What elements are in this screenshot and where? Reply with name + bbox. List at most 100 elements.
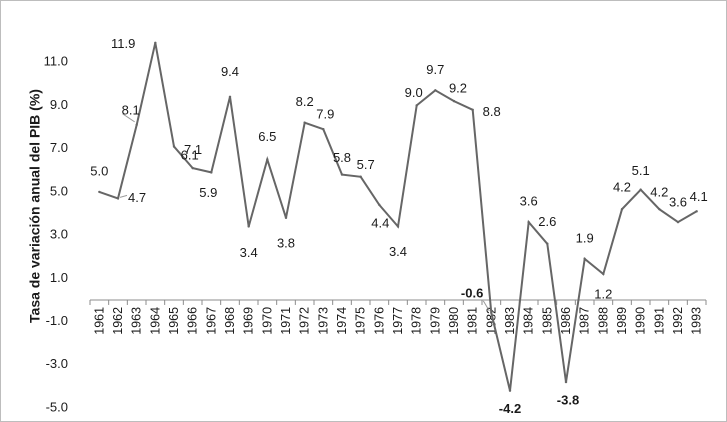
data-label: 5.0 [90,163,108,178]
data-point [340,173,344,176]
data-label: 6.5 [258,129,276,144]
x-tick-label: 1990 [634,307,648,335]
data-label: 9.7 [426,62,444,77]
data-point [228,95,232,99]
data-label: 7.1 [184,142,202,157]
y-tick-label: 7.0 [50,140,68,155]
data-point [583,257,586,261]
data-point [602,272,605,276]
data-label: 8.2 [296,94,314,109]
data-point [116,197,120,200]
data-point [210,171,213,174]
data-label: 6.1 [181,148,199,163]
data-label: -0.6 [461,285,483,300]
x-tick-label: 1967 [204,307,218,335]
data-point [98,190,101,194]
x-tick-label: 1963 [130,307,144,335]
x-tick-label: 1993 [690,307,704,335]
y-tick-label: 5.0 [50,183,68,198]
y-tick-label: 3.0 [50,227,68,242]
data-label: 1.2 [594,286,612,301]
data-label: 4.2 [613,180,631,195]
data-point [303,121,306,124]
x-tick-label: 1969 [242,307,256,335]
data-point [172,145,176,148]
y-tick-label: -5.0 [46,399,68,414]
data-point [639,188,642,191]
data-point [434,89,437,92]
x-tick-label: 1984 [522,307,536,335]
data-label: 2.6 [538,214,556,229]
x-tick-label: 1991 [652,307,666,335]
data-label: 3.6 [520,194,538,209]
data-label: -3.8 [557,393,579,408]
x-tick-label: 1980 [447,307,461,335]
data-label: 4.7 [128,190,146,205]
leader-line [122,113,135,123]
data-point [154,41,157,44]
x-tick-label: 1978 [410,307,424,335]
data-label: 5.8 [333,150,351,165]
x-tick-label: 1966 [186,307,200,335]
x-tick-label: 1971 [279,307,293,335]
data-point [471,108,474,111]
data-label: 9.2 [449,81,467,96]
data-label: 3.6 [669,195,687,210]
x-tick-label: 1981 [466,307,480,335]
data-label: 8.1 [122,102,140,117]
x-tick-label: 1979 [428,307,442,335]
data-label: 5.7 [357,157,375,172]
data-label: 4.1 [690,189,708,204]
data-label: 9.4 [221,64,239,79]
data-label: 4.4 [371,215,389,230]
x-axis-ticks: 1961 1962 1963 1964 1965 1966 1967 1968 1969 1970… [89,299,707,335]
data-point [676,220,680,224]
data-point [359,175,362,178]
x-tick-label: 1989 [615,307,629,335]
y-axis-ticks: -5.0 -3.0 -1.0 1.0 3.0 5.0 7.0 9.0 11.0 [44,54,68,415]
x-tick-label: 1992 [671,307,685,335]
data-label: 8.8 [483,104,501,119]
x-tick-label: 1975 [354,307,368,335]
data-point [452,99,456,103]
y-tick-label: 1.0 [50,270,68,285]
data-point [378,203,381,207]
x-tick-label: 1964 [148,307,162,335]
data-point [620,207,624,211]
x-tick-label: 1985 [540,307,554,335]
data-labels: 5.0 4.7 8.1 11.9 7.16.1 5.9 9.4 3.4 6.5 3.8 8.27.9… [90,36,707,416]
data-label: 3.8 [277,235,295,250]
data-point [564,380,568,384]
x-tick-label: 1961 [92,307,106,335]
x-tick-label: 1986 [559,307,573,335]
data-label: 11.9 [111,36,135,51]
x-tick-label: 1962 [111,307,125,335]
x-tick-label: 1965 [167,307,181,335]
data-label: 1.9 [576,230,594,245]
data-point [658,207,661,211]
data-label: 3.4 [240,245,258,260]
y-tick-label: -3.0 [46,356,68,371]
data-point [415,104,418,107]
data-label: 5.1 [632,163,650,178]
x-tick-label: 1973 [316,307,330,335]
data-label: 3.4 [389,244,407,259]
y-axis-label: Tasa de variación anual del PIB (%) [27,89,43,323]
data-point [508,389,512,392]
x-tick-label: 1988 [596,307,610,335]
data-label: 4.2 [650,185,668,200]
x-tick-label: 1987 [578,307,592,335]
data-point [322,128,325,131]
y-tick-label: -1.0 [46,313,68,328]
data-point [284,216,288,220]
data-point [247,225,250,228]
y-tick-label: 9.0 [50,97,68,112]
x-tick-label: 1970 [260,307,274,335]
data-label: 9.0 [405,85,423,100]
data-point [527,220,530,224]
data-label: -4.2 [499,401,521,416]
data-point [695,210,698,213]
x-tick-label: 1983 [503,307,517,335]
